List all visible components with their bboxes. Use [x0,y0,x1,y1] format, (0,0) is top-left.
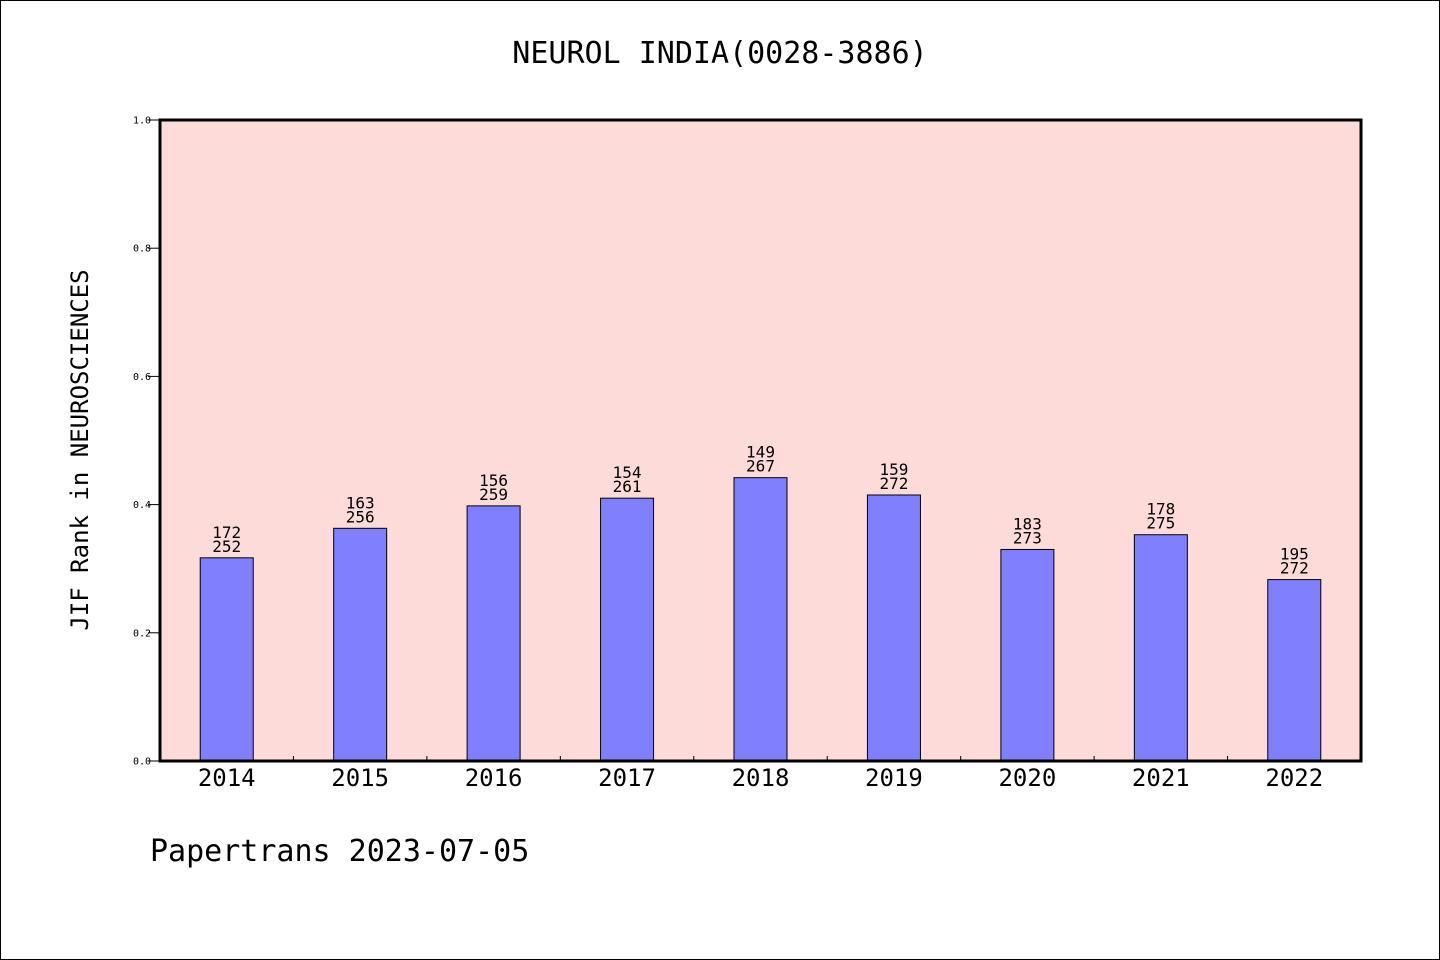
watermark-text: Papertrans 2023-07-05 [150,834,530,869]
chart-title: NEUROL INDIA(0028-3886) [512,36,928,71]
data-label-total: 275 [1146,514,1175,533]
data-label-total: 272 [1280,559,1309,578]
data-label-rank: 195 [1280,545,1309,564]
x-tick-label: 2014 [198,764,256,792]
y-tick-label: 0.2 [133,628,151,639]
data-label-rank: 183 [1013,514,1042,533]
bar [733,477,788,762]
x-tick-label: 2021 [1132,764,1190,792]
data-label-rank: 172 [212,523,241,542]
x-tick-label: 2016 [465,764,523,792]
y-tick-label: 0.6 [133,372,151,383]
bar [199,557,254,762]
bar [600,497,655,762]
data-label-total: 267 [746,457,775,476]
data-label-rank: 156 [479,471,508,490]
bar [333,527,388,762]
x-tick-label: 2022 [1265,764,1323,792]
bar [1267,579,1322,762]
data-label-total: 261 [613,477,642,496]
y-tick-label: 0.0 [133,757,151,768]
y-tick-label: 1.0 [133,116,151,127]
data-label-total: 273 [1013,528,1042,547]
x-tick-label: 2018 [732,764,790,792]
data-label-total: 272 [879,474,908,493]
data-label-total: 252 [212,537,241,556]
x-tick-label: 2017 [598,764,656,792]
plot-border [158,118,1363,763]
x-tick-label: 2015 [331,764,389,792]
data-label-rank: 163 [346,493,375,512]
y-tick-label: 0.4 [133,500,151,511]
data-label-rank: 159 [879,460,908,479]
y-tick-label: 0.8 [133,244,151,255]
data-label-total: 259 [479,485,508,504]
x-tick-label: 2020 [998,764,1056,792]
bar [866,494,921,762]
x-tick-label: 2019 [865,764,923,792]
data-label-rank: 154 [613,463,642,482]
bar [466,505,521,762]
data-label-total: 256 [346,507,375,526]
data-label-rank: 178 [1146,500,1175,519]
bar [1000,548,1055,762]
data-label-rank: 149 [746,443,775,462]
bar [1133,534,1188,762]
